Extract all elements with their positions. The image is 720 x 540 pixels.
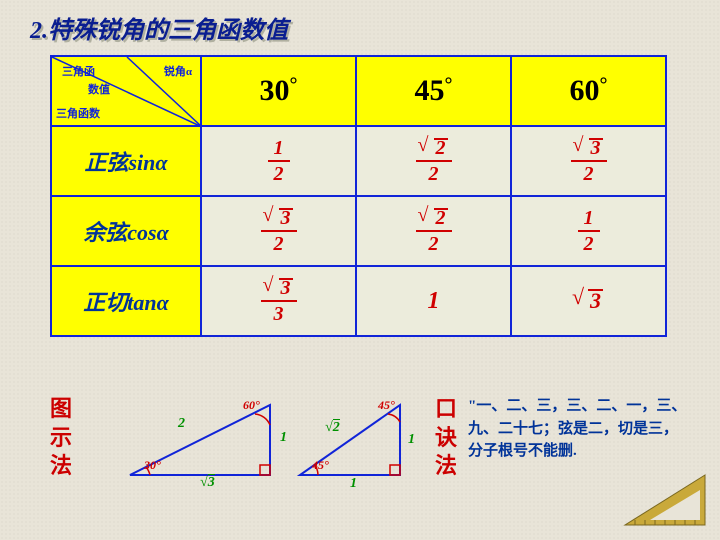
col-45: 45: [356, 56, 511, 126]
corner-right: 锐角α: [164, 63, 192, 79]
cos-30: 32: [201, 196, 356, 266]
tan-60: 3: [511, 266, 666, 336]
row-sin-label: 正弦sinα: [51, 126, 201, 196]
row-tan: 正切tanα 33 1 3: [51, 266, 666, 336]
corner-top: 三角函: [62, 63, 95, 79]
mnemonic-text: "一、二、三，三、二、一，三、九、二十七；弦是二，切是三，分子根号不能删.: [468, 395, 688, 463]
t2-adj: 1: [350, 476, 357, 492]
tan-30: 33: [201, 266, 356, 336]
row-tan-label: 正切tanα: [51, 266, 201, 336]
sin-60: 32: [511, 126, 666, 196]
t1-angB: 60°: [243, 398, 260, 413]
row-sin: 正弦sinα 12 22 32: [51, 126, 666, 196]
t1-opp: 1: [280, 430, 287, 446]
col-30: 30: [201, 56, 356, 126]
triangle-45-45: [290, 390, 420, 485]
t2-hyp: √2: [325, 420, 340, 436]
corner-bottom: 三角函数: [56, 105, 100, 121]
cos-60: 12: [511, 196, 666, 266]
t2-opp: 1: [408, 432, 415, 448]
corner-mid: 数值: [88, 81, 110, 97]
col-60: 60: [511, 56, 666, 126]
t2-angB: 45°: [378, 398, 395, 413]
ruler-icon: [620, 470, 710, 530]
sin-45: 22: [356, 126, 511, 196]
cos-45: 22: [356, 196, 511, 266]
row-cos: 余弦cosα 32 22 12: [51, 196, 666, 266]
mnemonic-method-label: 口诀法: [435, 395, 457, 481]
t2-angA: 45°: [312, 458, 329, 473]
t1-adj: √3: [200, 475, 215, 491]
diagram-method-label: 图示法: [50, 395, 72, 481]
t1-hyp: 2: [178, 416, 185, 432]
corner-cell: 三角函 数值 锐角α 三角函数: [51, 56, 201, 126]
tan-45: 1: [356, 266, 511, 336]
sin-30: 12: [201, 126, 356, 196]
page-title: 2.特殊锐角的三角函数值: [30, 10, 288, 45]
trig-table: 三角函 数值 锐角α 三角函数 30 45 60 正弦sinα 12 22 32…: [50, 55, 667, 337]
t1-angA: 30°: [144, 458, 161, 473]
row-cos-label: 余弦cosα: [51, 196, 201, 266]
